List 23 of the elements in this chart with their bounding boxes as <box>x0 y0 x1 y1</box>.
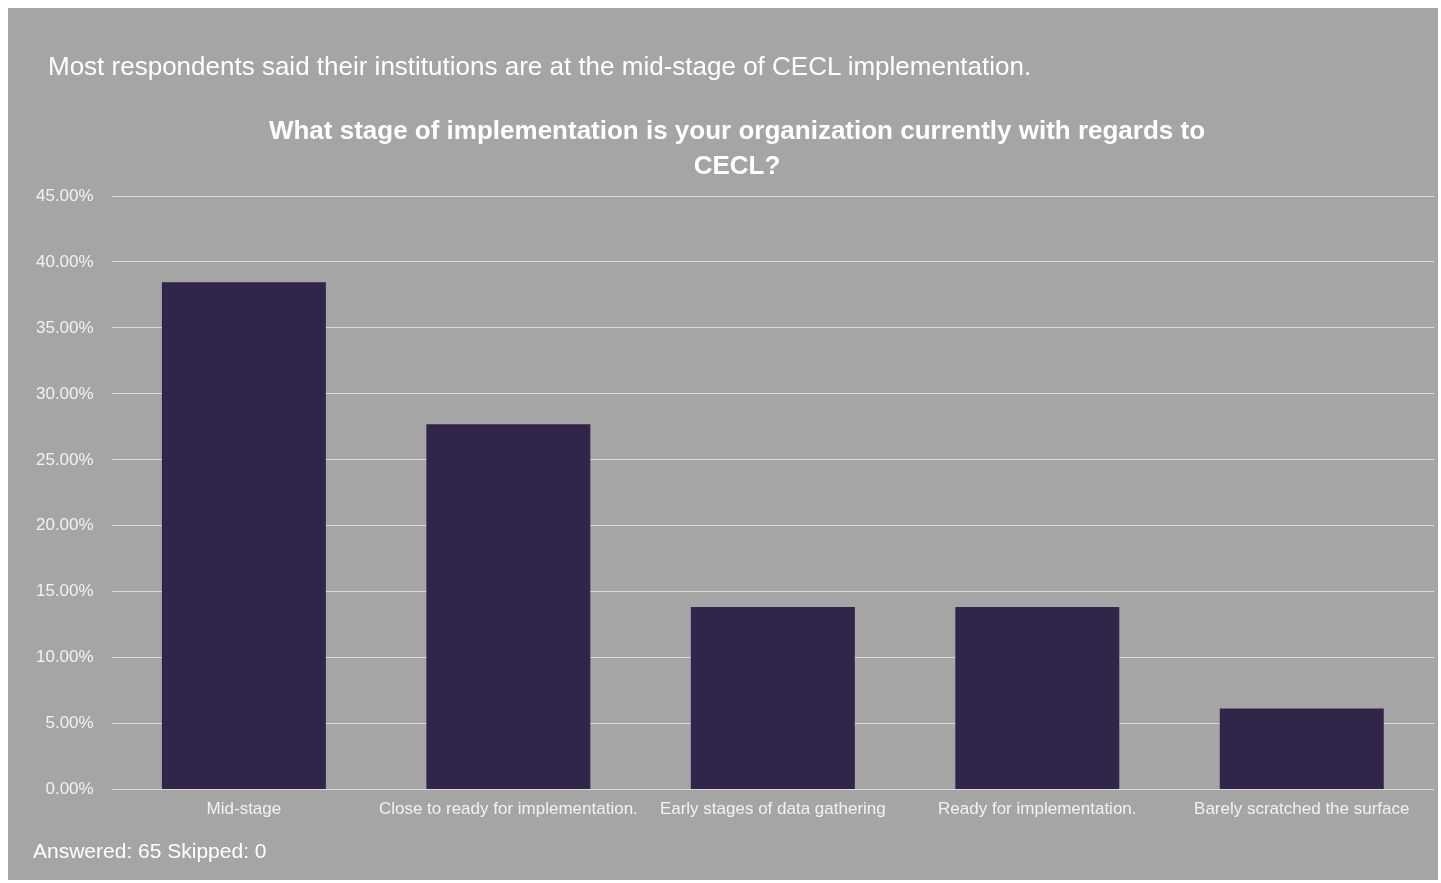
y-tick-label: 15.00% <box>35 581 94 601</box>
x-tick-label: Early stages of data gathering <box>659 799 886 819</box>
y-tick-label: 25.00% <box>35 449 94 469</box>
x-tick-label: Mid-stage <box>206 799 282 819</box>
bar <box>690 606 855 790</box>
bar <box>1219 708 1384 790</box>
y-tick-label: 10.00% <box>35 647 94 667</box>
y-tick-label: 35.00% <box>35 317 94 337</box>
chart-title: Most respondents said their institutions are at the mid-stage of CECL implementation. <box>48 51 1032 82</box>
x-tick-label: Close to ready for implementation. <box>378 799 638 819</box>
text: Answered: 65 Skipped: 0 <box>33 838 267 862</box>
x-tick-label: Ready for implementation. <box>938 799 1137 819</box>
bar <box>955 606 1120 790</box>
chart-subtitle: What stage of implementation is your organization currently with regards to CECL? <box>268 115 1206 181</box>
y-tick-label: 45.00% <box>35 185 94 205</box>
bar <box>161 282 326 790</box>
y-tick-label: 30.00% <box>35 383 94 403</box>
y-tick-label: 40.00% <box>35 251 94 271</box>
y-tick-label: 20.00% <box>35 515 94 535</box>
y-tick-label: 0.00% <box>45 779 94 799</box>
y-tick-label: 5.00% <box>45 713 94 733</box>
x-tick-label: Barely scratched the surface <box>1194 799 1410 819</box>
bar <box>426 424 591 790</box>
